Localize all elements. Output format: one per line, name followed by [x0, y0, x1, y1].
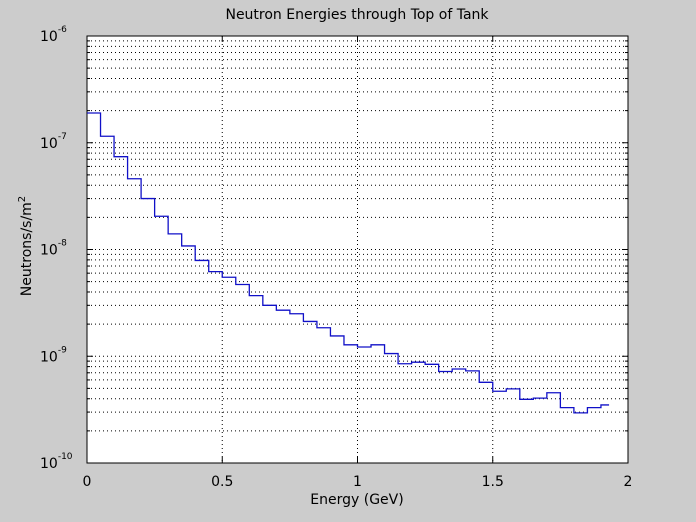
y-tick-label-base: 10: [40, 29, 58, 45]
x-axis-label: Energy (GeV): [310, 492, 403, 508]
x-tick-label: 0.5: [211, 474, 233, 490]
neutron-energy-series-line: [87, 112, 610, 414]
y-tick-label-exponent: -6: [58, 25, 67, 35]
y-tick-label: 10-6: [40, 25, 67, 45]
x-tick-label: 1.5: [482, 474, 504, 490]
x-tick-label: 1: [353, 474, 362, 490]
x-tick-label: 2: [624, 474, 633, 490]
y-tick-label: 10-9: [40, 345, 67, 365]
x-tick-label: 0: [83, 474, 92, 490]
x-tick-labels: 0 0.5 1 1.5 2: [83, 474, 633, 490]
y-axis-label: Neutrons/s/m2: [17, 196, 35, 296]
y-tick-label-exponent: -7: [58, 132, 67, 142]
plot-area: [86, 35, 629, 464]
y-tick-labels: 10-610-710-810-910-10: [40, 25, 73, 472]
y-tick-label: 10-7: [40, 132, 67, 152]
y-axis-label-text: Neutrons/s/m: [19, 202, 35, 296]
y-tick-label-exponent: -8: [58, 239, 67, 249]
chart-title: Neutron Energies through Top of Tank: [225, 7, 489, 23]
y-tick-label-exponent: -10: [58, 452, 73, 462]
y-axis-label-superscript: 2: [17, 196, 28, 202]
y-tick-label-base: 10: [40, 136, 58, 152]
y-tick-label-base: 10: [40, 349, 58, 365]
axis-ticks: [86, 36, 629, 464]
y-tick-label-base: 10: [40, 243, 58, 259]
y-tick-label: 10-8: [40, 239, 67, 259]
y-tick-label-base: 10: [40, 456, 58, 472]
y-tick-label: 10-10: [40, 452, 73, 472]
y-tick-label-exponent: -9: [58, 345, 67, 355]
